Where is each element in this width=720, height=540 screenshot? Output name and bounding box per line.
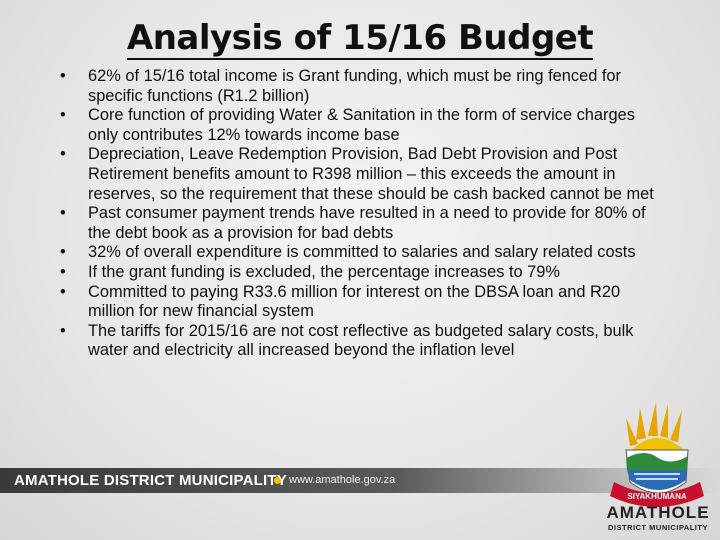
bullet-list: 62% of 15/16 total income is Grant fundi… [58, 67, 662, 361]
bullet-item: If the grant funding is excluded, the pe… [58, 263, 662, 283]
title-text: Analysis of 15/16 Budget [126, 18, 594, 60]
bullet-item: 32% of overall expenditure is committed … [58, 243, 662, 263]
footer-organization: AMATHOLE DISTRICT MUNICIPALITY [14, 472, 287, 489]
bullet-item: Committed to paying R33.6 million for in… [58, 283, 662, 322]
footer-dot [274, 477, 281, 484]
bullet-item: Past consumer payment trends have result… [58, 204, 662, 243]
footer-bar: AMATHOLE DISTRICT MUNICIPALITY www.amath… [0, 468, 720, 493]
footer-website: www.amathole.gov.za [289, 474, 396, 486]
bullet-item: Core function of providing Water & Sanit… [58, 106, 662, 145]
logo-hills [626, 453, 688, 470]
logo-waves [634, 473, 680, 480]
logo-subtitle: DISTRICT MUNICIPALITY [608, 523, 708, 532]
bullet-item: The tariffs for 2015/16 are not cost ref… [58, 322, 662, 361]
bullet-item: 62% of 15/16 total income is Grant fundi… [58, 67, 662, 106]
logo-banner [610, 482, 704, 507]
logo-name: AMATHOLE [606, 503, 710, 522]
title: Analysis of 15/16 Budget [0, 18, 720, 60]
logo-motto: SIYAKHUMANA [627, 492, 686, 501]
logo-water [627, 470, 687, 490]
bullet-item: Depreciation, Leave Redemption Provision… [58, 145, 662, 204]
logo: SIYAKHUMANA [610, 402, 704, 507]
logo-sun [626, 402, 684, 450]
